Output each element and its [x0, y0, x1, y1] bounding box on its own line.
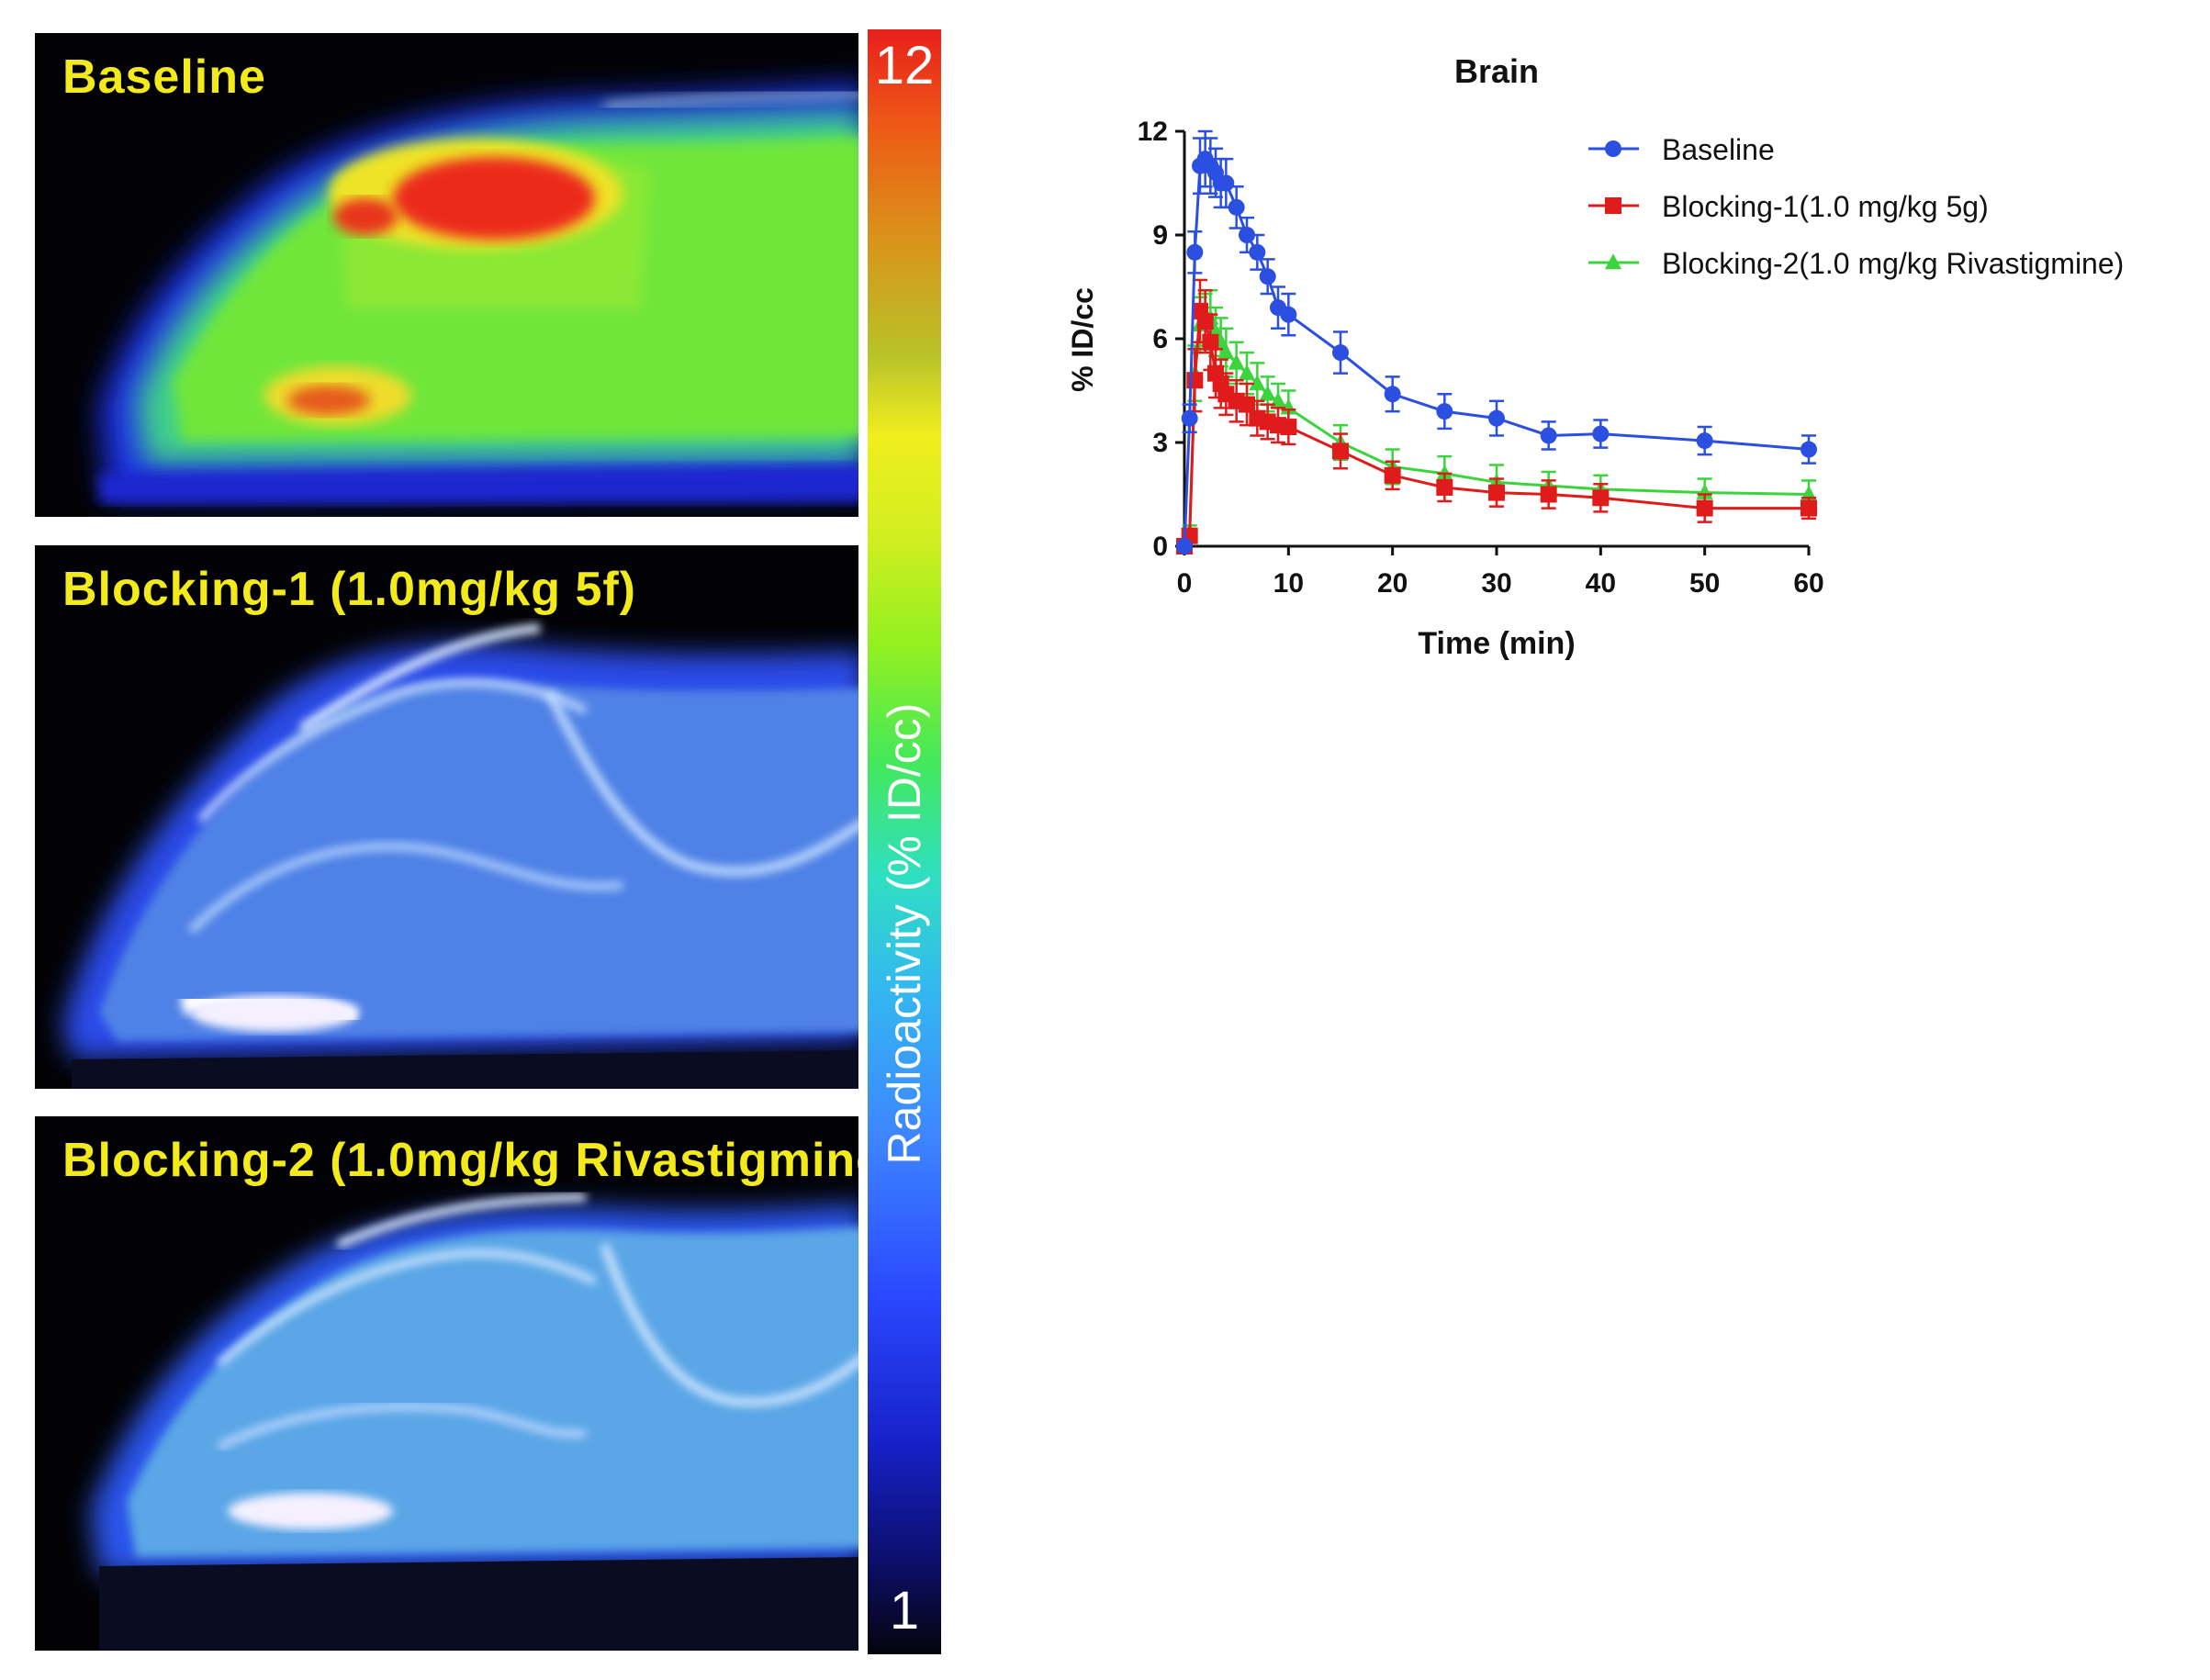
- legend-marker: [1605, 197, 1621, 214]
- legend-marker: [1605, 253, 1621, 270]
- panel-label: Baseline: [62, 50, 266, 104]
- colorbar: 12 Radioactivity (% ID/cc) 1: [868, 29, 941, 1654]
- data-point: [1436, 403, 1453, 420]
- data-point: [1384, 466, 1401, 484]
- data-point: [1436, 478, 1453, 496]
- baseline-scan-image: [35, 33, 858, 517]
- legend-label: Blocking-2(1.0 mg/kg Rivastigmine): [1662, 247, 2124, 280]
- x-axis-label: Time (min): [1418, 626, 1575, 661]
- chart-plot-area: [1176, 129, 1817, 554]
- data-point: [1801, 499, 1817, 517]
- x-tick-label: 20: [1377, 568, 1408, 599]
- y-axis-label: % ID/cc: [1066, 287, 1099, 392]
- data-point: [1488, 409, 1505, 427]
- y-tick-label: 3: [1152, 428, 1168, 458]
- x-tick-label: 30: [1481, 568, 1511, 599]
- x-tick-label: 50: [1689, 568, 1720, 599]
- data-point: [1540, 486, 1557, 503]
- panel-label: Blocking-2 (1.0mg/kg Rivastigmine): [62, 1134, 862, 1187]
- data-point: [1696, 499, 1713, 517]
- pet-panel-blocking-2: Blocking-2 (1.0mg/kg Rivastigmine): [31, 1113, 862, 1654]
- data-point: [1228, 198, 1245, 216]
- data-point: [1332, 442, 1349, 460]
- y-tick-label: 12: [1138, 117, 1168, 147]
- legend-label: Blocking-1(1.0 mg/kg 5g): [1662, 190, 1989, 223]
- data-point: [1332, 344, 1349, 362]
- data-point: [1592, 489, 1610, 507]
- colorbar-max-label: 12: [874, 36, 935, 95]
- data-point: [1176, 538, 1193, 554]
- colorbar-min-label: 1: [889, 1581, 920, 1641]
- y-tick-label: 0: [1152, 532, 1168, 562]
- data-point: [1186, 372, 1204, 389]
- data-point: [1280, 306, 1297, 323]
- data-point: [1801, 441, 1817, 458]
- chart-title: Brain: [1454, 52, 1539, 90]
- x-tick-label: 10: [1273, 568, 1304, 599]
- data-point: [1436, 465, 1453, 481]
- panel-label: Blocking-1 (1.0mg/kg 5f): [62, 563, 636, 616]
- legend-marker: [1605, 140, 1621, 157]
- data-point: [1202, 333, 1219, 351]
- data-point: [1186, 243, 1204, 261]
- legend-label: Baseline: [1662, 133, 1775, 166]
- series-square: [1176, 278, 1817, 554]
- x-tick-label: 0: [1177, 568, 1193, 599]
- data-point: [1239, 227, 1255, 243]
- series-circle: [1176, 129, 1817, 554]
- data-point: [1488, 484, 1505, 501]
- data-point: [1249, 375, 1266, 391]
- chart-axes: 0 10 20 30 40 50 60 0 3 6 9 12: [1138, 117, 1824, 599]
- data-point: [1592, 425, 1610, 442]
- legend-entry: Blocking-2(1.0 mg/kg Rivastigmine): [1588, 247, 2124, 280]
- data-point: [1696, 432, 1713, 450]
- x-tick-label: 40: [1586, 568, 1616, 599]
- x-tick-label: 60: [1793, 568, 1823, 599]
- pet-panel-baseline: Baseline: [31, 29, 862, 521]
- blocking1-scan-image: [35, 545, 858, 1089]
- y-tick-label: 9: [1152, 220, 1168, 251]
- data-point: [1181, 409, 1198, 427]
- y-tick-label: 6: [1152, 324, 1168, 354]
- legend-entry: Blocking-1(1.0 mg/kg 5g): [1588, 190, 1989, 223]
- data-point: [1259, 268, 1276, 286]
- legend-entry: Baseline: [1588, 133, 1775, 166]
- data-point: [1540, 427, 1557, 444]
- brain-uptake-chart: Brain Time (min) % ID/cc 0 10 20 30 40 50 60 0 3…: [1066, 52, 2124, 661]
- data-point: [1228, 353, 1245, 370]
- pet-panel-blocking-1: Blocking-1 (1.0mg/kg 5f): [31, 542, 862, 1092]
- data-point: [1259, 385, 1276, 401]
- data-point: [1239, 364, 1255, 380]
- data-point: [1280, 419, 1297, 436]
- data-point: [1217, 174, 1235, 192]
- data-point: [1239, 396, 1255, 413]
- data-point: [1196, 313, 1214, 330]
- data-point: [1217, 343, 1235, 360]
- chart-legend: Baseline Blocking-1(1.0 mg/kg 5g) Blocking…: [1588, 133, 2124, 280]
- data-point: [1384, 386, 1401, 403]
- colorbar-axis-label: Radioactivity (% ID/cc): [879, 702, 930, 1165]
- blocking2-scan-image: [35, 1116, 858, 1651]
- data-point: [1249, 243, 1266, 261]
